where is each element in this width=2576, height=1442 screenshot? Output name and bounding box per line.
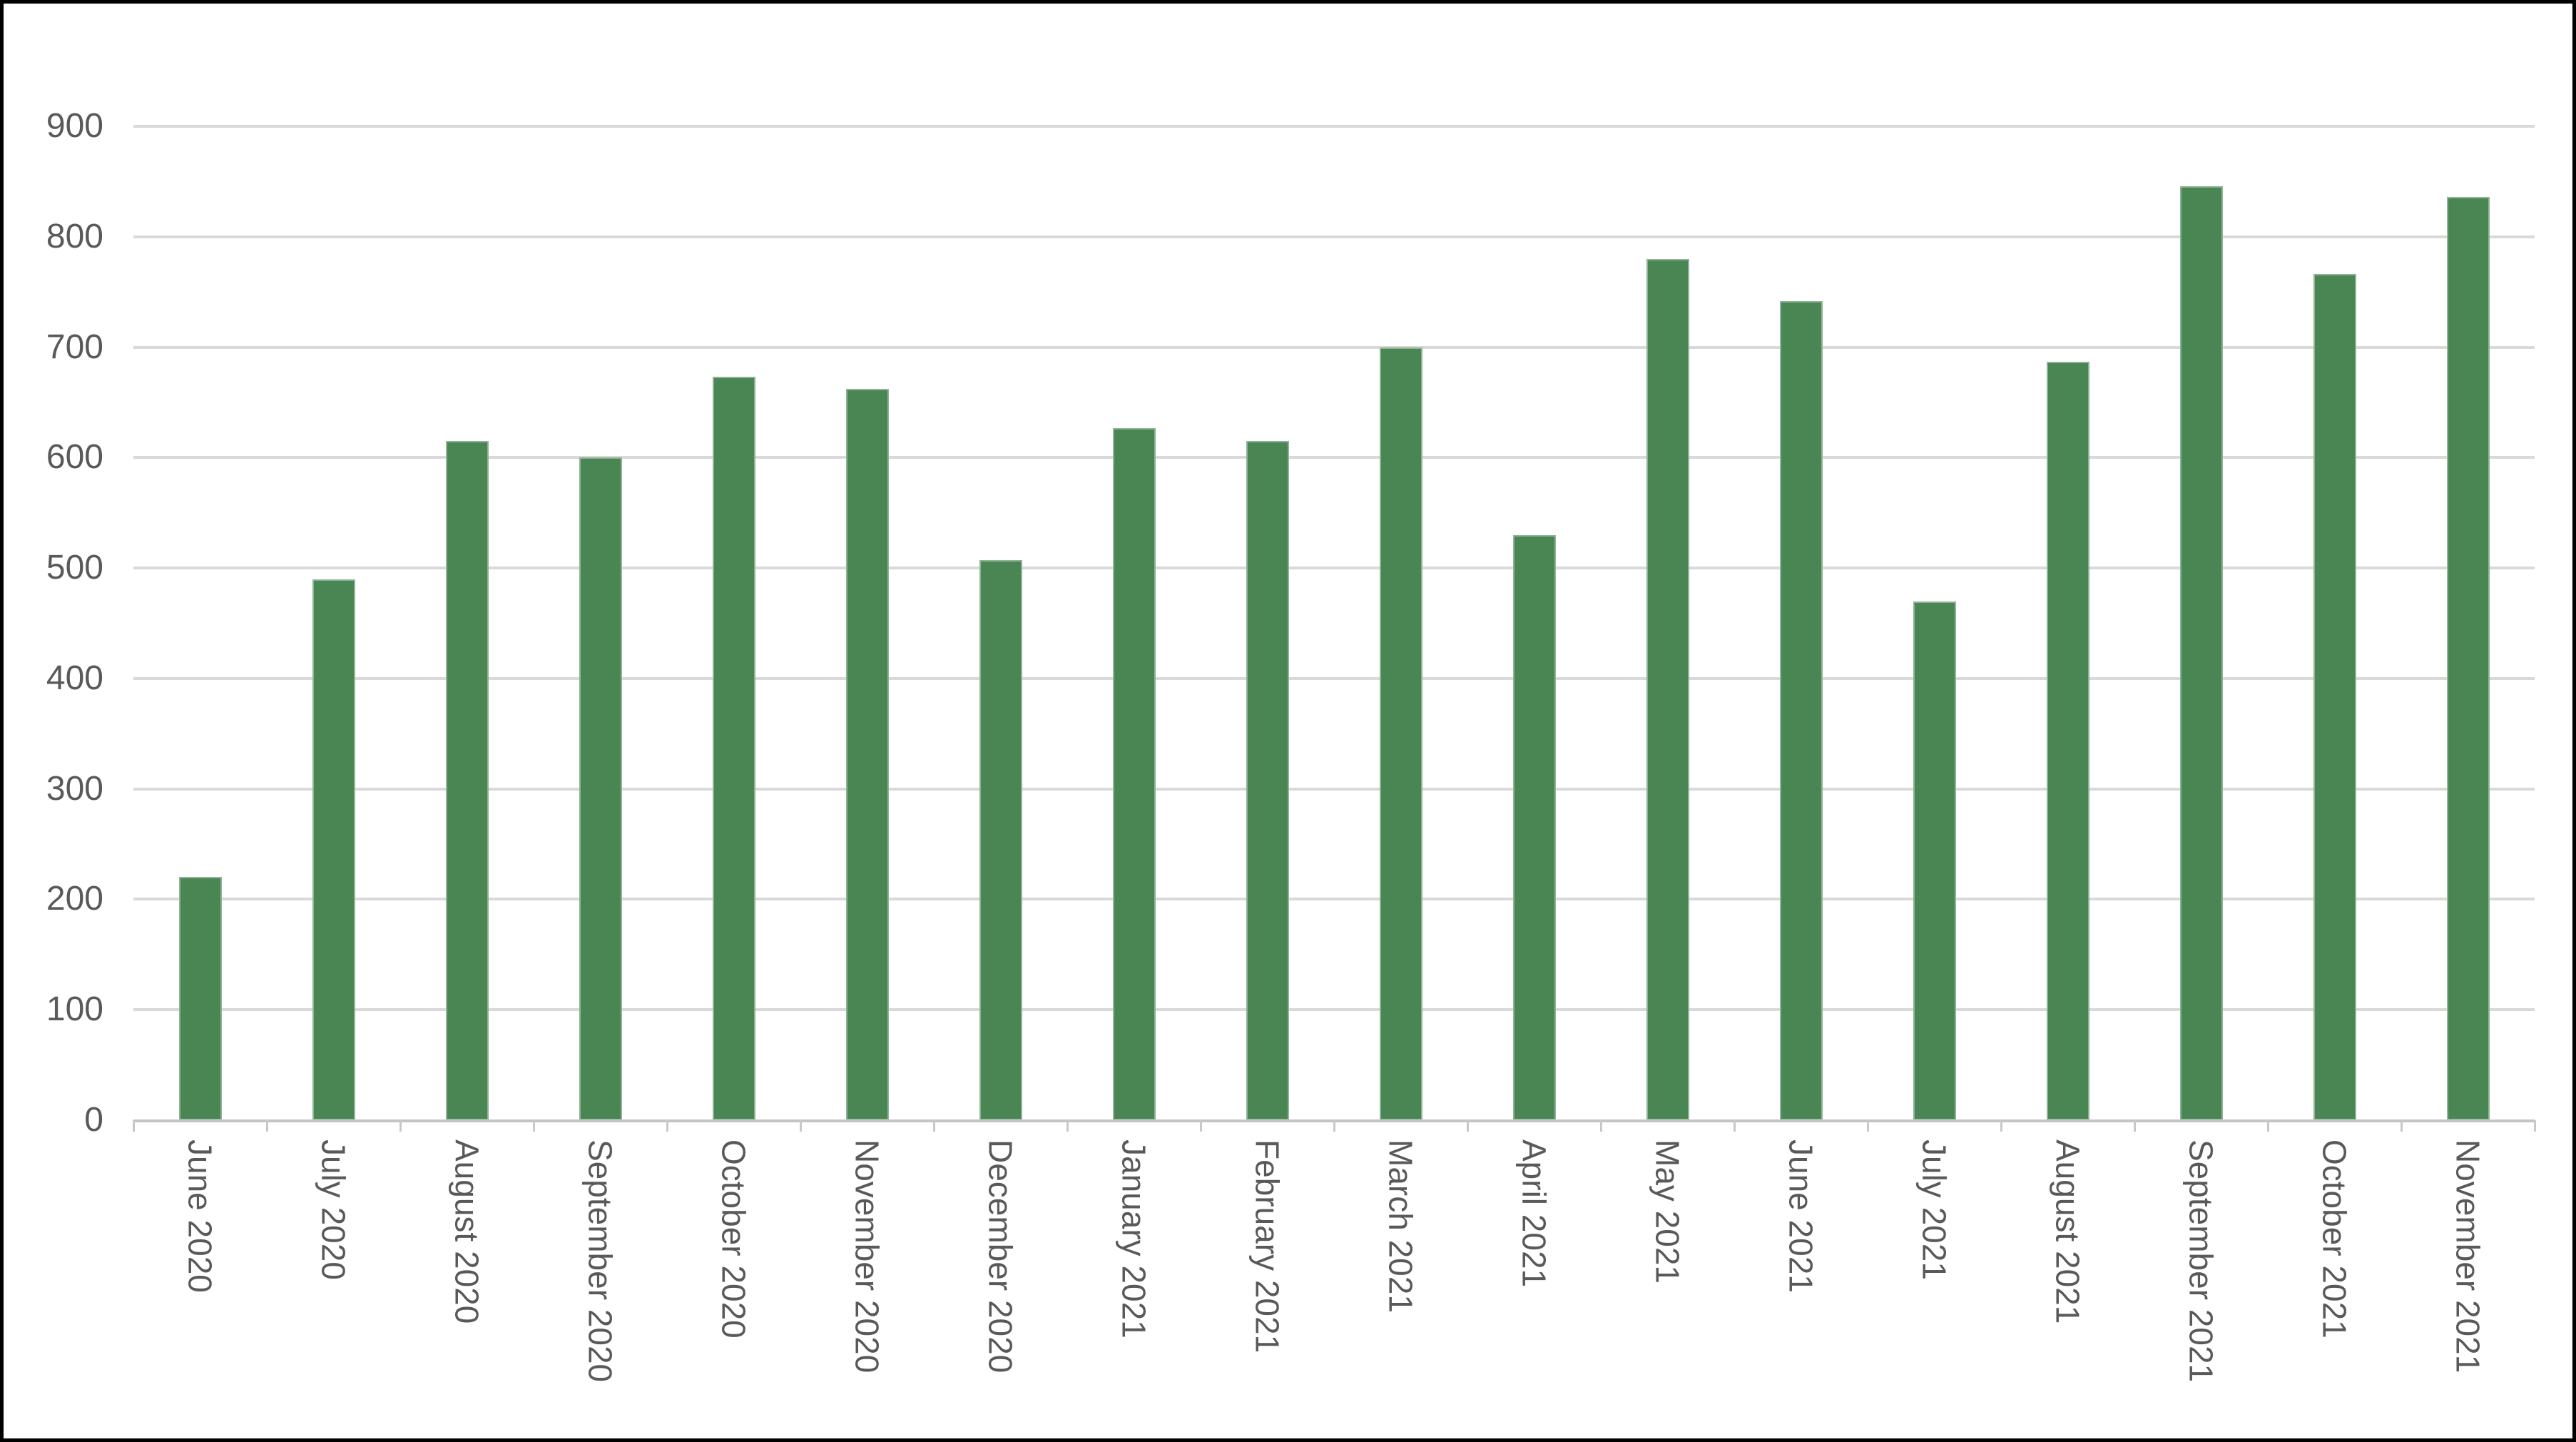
x-axis-category-label-september-2021: September 2021 — [2182, 1139, 2220, 1383]
bar-july-2021 — [1913, 601, 1956, 1120]
bar-july-2020 — [312, 579, 355, 1120]
x-axis-category-label-january-2021: January 2021 — [1115, 1139, 1153, 1339]
gridline-600 — [133, 456, 2535, 459]
gridline-900 — [133, 125, 2535, 128]
bar-august-2021 — [2046, 361, 2089, 1120]
x-axis-tick — [2000, 1120, 2002, 1132]
bar-december-2020 — [979, 560, 1022, 1120]
x-axis-tick — [399, 1120, 402, 1132]
x-axis-tick — [2134, 1120, 2136, 1132]
x-axis-category-label-november-2021: November 2021 — [2449, 1139, 2487, 1374]
x-axis-category-label-july-2020: July 2020 — [315, 1139, 352, 1280]
gridline-500 — [133, 567, 2535, 570]
y-axis-tick-label-0: 0 — [84, 1101, 103, 1139]
y-axis-tick-label-700: 700 — [46, 328, 103, 366]
x-axis-category-label-october-2020: October 2020 — [715, 1139, 753, 1339]
gridline-700 — [133, 345, 2535, 349]
x-axis-category-label-september-2020: September 2020 — [581, 1139, 619, 1383]
bar-january-2021 — [1112, 427, 1156, 1120]
x-axis-tick — [1066, 1120, 1069, 1132]
x-axis-category-label-november-2020: November 2020 — [848, 1139, 886, 1374]
x-axis-tick — [533, 1120, 535, 1132]
y-axis-tick-label-300: 300 — [46, 769, 103, 808]
x-axis-category-label-october-2021: October 2021 — [2316, 1139, 2353, 1339]
bar-june-2020 — [178, 877, 222, 1120]
x-axis-category-label-may-2021: May 2021 — [1649, 1139, 1686, 1284]
x-axis-tick — [1734, 1120, 1736, 1132]
y-axis-tick-label-200: 200 — [46, 880, 103, 918]
x-axis-tick — [1600, 1120, 1602, 1132]
x-axis-tick — [1867, 1120, 1869, 1132]
bar-september-2021 — [2179, 186, 2223, 1120]
gridline-200 — [133, 898, 2535, 901]
gridline-800 — [133, 235, 2535, 238]
x-axis-tick — [800, 1120, 802, 1132]
x-axis-tick — [666, 1120, 668, 1132]
x-axis-tick — [1333, 1120, 1335, 1132]
y-axis-tick-label-600: 600 — [46, 438, 103, 477]
y-axis-tick-label-900: 900 — [46, 107, 103, 145]
x-axis-tick — [1467, 1120, 1469, 1132]
gridline-400 — [133, 676, 2535, 680]
bar-november-2020 — [845, 389, 889, 1120]
x-axis-tick — [133, 1120, 135, 1132]
bar-november-2021 — [2446, 197, 2490, 1120]
x-axis-category-label-december-2020: December 2020 — [982, 1139, 1019, 1374]
x-axis-category-label-july-2021: July 2021 — [1915, 1139, 1953, 1280]
x-axis-category-label-august-2020: August 2020 — [448, 1139, 486, 1324]
bar-june-2021 — [1779, 300, 1823, 1120]
x-axis-tick — [1200, 1120, 1202, 1132]
bar-february-2021 — [1246, 441, 1289, 1120]
gridline-100 — [133, 1008, 2535, 1012]
plot-area: 0 100 200 300 400 500 600 700 800 900 June 2020 Jul… — [4, 4, 2572, 1438]
bar-april-2021 — [1512, 534, 1556, 1120]
y-axis-tick-label-500: 500 — [46, 549, 103, 587]
bar-september-2020 — [579, 457, 622, 1120]
x-axis-category-label-august-2021: August 2021 — [2049, 1139, 2087, 1324]
x-axis-tick — [2534, 1120, 2536, 1132]
x-axis-category-label-february-2021: February 2021 — [1248, 1139, 1286, 1354]
x-axis-category-label-june-2020: June 2020 — [181, 1139, 219, 1293]
bar-october-2021 — [2313, 274, 2356, 1120]
gridline-300 — [133, 787, 2535, 791]
x-axis-category-label-june-2021: June 2021 — [1782, 1139, 1820, 1293]
bar-march-2021 — [1379, 347, 1422, 1120]
x-axis-tick — [933, 1120, 935, 1132]
y-axis-tick-label-100: 100 — [46, 990, 103, 1029]
y-axis-tick-label-800: 800 — [46, 217, 103, 255]
x-axis-category-label-march-2021: March 2021 — [1382, 1139, 1420, 1313]
x-axis-category-label-april-2021: April 2021 — [1515, 1139, 1553, 1288]
x-axis-tick — [2267, 1120, 2269, 1132]
bar-may-2021 — [1646, 258, 1689, 1120]
bar-october-2020 — [712, 377, 755, 1120]
bar-august-2020 — [445, 441, 489, 1120]
x-axis-tick — [266, 1120, 268, 1132]
y-axis-tick-label-400: 400 — [46, 659, 103, 697]
x-axis-tick — [2401, 1120, 2403, 1132]
